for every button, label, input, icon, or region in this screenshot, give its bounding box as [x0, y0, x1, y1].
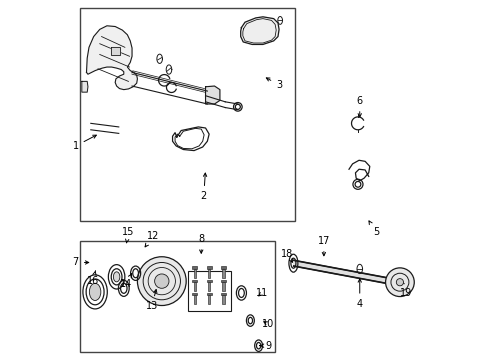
Polygon shape [82, 81, 88, 92]
Text: 4: 4 [357, 279, 363, 309]
Polygon shape [205, 86, 220, 104]
Text: 8: 8 [198, 234, 204, 253]
Text: 19: 19 [400, 282, 413, 298]
FancyBboxPatch shape [194, 282, 196, 291]
Text: 5: 5 [369, 221, 379, 237]
Text: 2: 2 [200, 173, 207, 201]
Text: 16: 16 [87, 271, 99, 286]
FancyBboxPatch shape [221, 266, 226, 269]
FancyBboxPatch shape [221, 280, 226, 282]
Text: 11: 11 [256, 288, 269, 298]
Text: 13: 13 [146, 289, 158, 311]
FancyBboxPatch shape [207, 280, 212, 282]
FancyBboxPatch shape [208, 296, 210, 305]
FancyBboxPatch shape [80, 241, 275, 352]
Circle shape [137, 257, 186, 306]
Polygon shape [87, 26, 137, 90]
Text: 18: 18 [281, 248, 294, 262]
Text: 14: 14 [120, 274, 132, 289]
FancyBboxPatch shape [221, 293, 226, 296]
FancyBboxPatch shape [207, 293, 212, 296]
FancyBboxPatch shape [208, 269, 210, 278]
Text: 1: 1 [73, 135, 97, 151]
Polygon shape [294, 260, 395, 285]
Text: 9: 9 [260, 341, 271, 351]
FancyBboxPatch shape [192, 266, 197, 269]
Text: 3: 3 [266, 78, 282, 90]
Text: 17: 17 [318, 236, 330, 256]
Ellipse shape [89, 283, 101, 301]
Text: 10: 10 [262, 319, 274, 329]
FancyBboxPatch shape [80, 8, 295, 221]
Text: 12: 12 [145, 231, 160, 247]
Circle shape [155, 274, 169, 288]
FancyBboxPatch shape [192, 293, 197, 296]
FancyBboxPatch shape [188, 271, 231, 311]
FancyBboxPatch shape [192, 280, 197, 282]
FancyBboxPatch shape [222, 282, 225, 291]
FancyBboxPatch shape [208, 282, 210, 291]
FancyBboxPatch shape [222, 296, 225, 305]
Polygon shape [111, 47, 120, 55]
FancyBboxPatch shape [222, 269, 225, 278]
Text: 7: 7 [73, 257, 89, 267]
Ellipse shape [113, 272, 120, 282]
FancyBboxPatch shape [194, 296, 196, 305]
Circle shape [396, 279, 403, 286]
Text: 6: 6 [357, 96, 363, 117]
FancyBboxPatch shape [194, 269, 196, 278]
Polygon shape [241, 17, 279, 44]
Circle shape [386, 268, 414, 297]
FancyBboxPatch shape [207, 266, 212, 269]
Text: 15: 15 [122, 227, 135, 243]
